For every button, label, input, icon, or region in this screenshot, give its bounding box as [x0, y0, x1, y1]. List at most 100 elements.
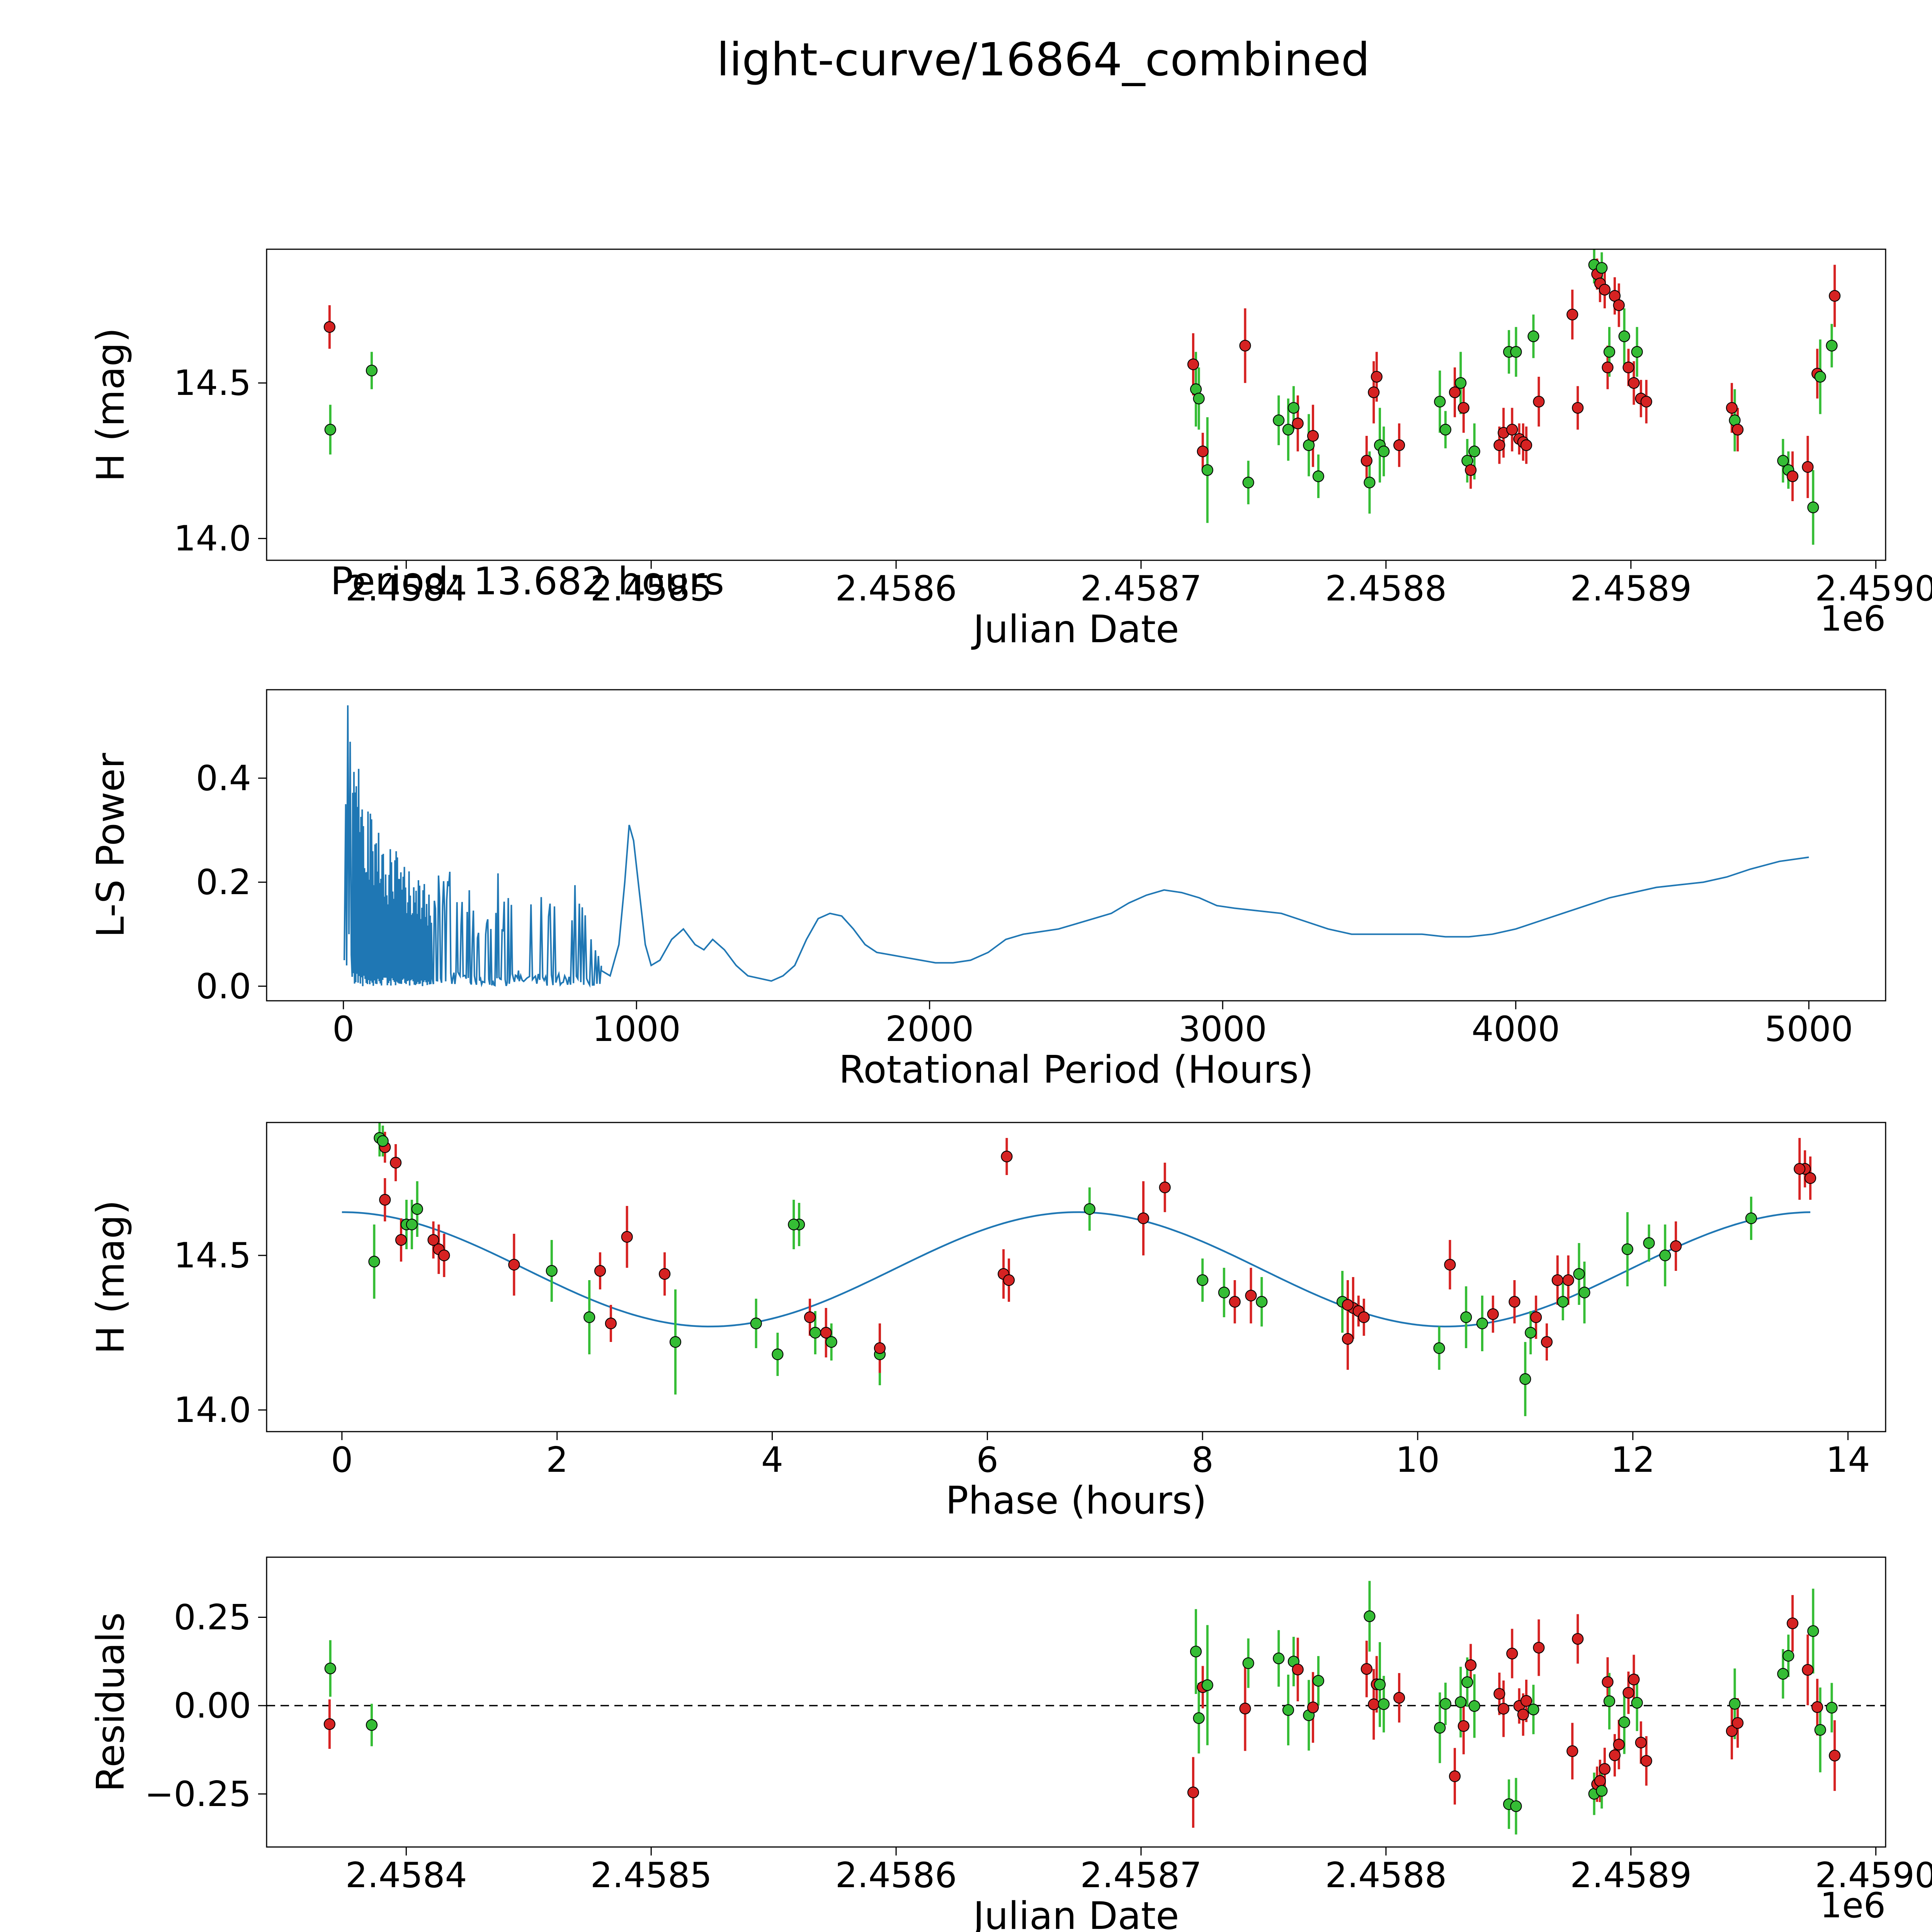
data-point — [508, 1259, 520, 1271]
data-point — [1618, 1716, 1630, 1728]
data-point — [1640, 396, 1652, 408]
data-point — [772, 1348, 784, 1361]
data-point — [1282, 1704, 1294, 1716]
data-point — [1361, 1663, 1372, 1675]
x-axis: 0 1000 2000 3000 4000 5000 — [332, 1001, 1853, 1049]
data-point — [1455, 377, 1467, 389]
data-point — [1468, 446, 1480, 457]
data-point — [1527, 330, 1539, 342]
data-point — [1307, 1701, 1319, 1713]
y-tick-label: 0.25 — [174, 1597, 251, 1638]
data-point — [427, 1234, 439, 1246]
x-tick-label: 2000 — [885, 1009, 974, 1049]
data-point — [669, 1336, 682, 1348]
data-point — [1527, 1704, 1539, 1716]
data-point — [1449, 386, 1461, 398]
data-point — [605, 1317, 617, 1330]
data-point — [874, 1342, 886, 1354]
data-point — [1802, 461, 1814, 473]
data-point — [406, 1218, 418, 1231]
data-point — [1368, 1698, 1380, 1710]
x-tick-label: 2.4588 — [1325, 568, 1447, 609]
data-point — [1566, 1745, 1578, 1757]
data-point — [1282, 423, 1294, 436]
x-tick-label: 2.4587 — [1080, 568, 1202, 609]
data-point — [1256, 1296, 1268, 1308]
data-point — [1519, 1373, 1531, 1385]
data-point — [1551, 1274, 1563, 1286]
y-tick-label: −0.25 — [145, 1774, 251, 1815]
data-point — [323, 1718, 336, 1730]
y-axis-label: Residuals — [89, 1612, 133, 1792]
data-point — [1449, 1770, 1461, 1782]
panel-periodogram: 0 1000 2000 3000 4000 5000 0.0 0.2 0.4 Rotational… — [89, 689, 1886, 1092]
data-point — [1603, 346, 1616, 358]
data-point — [1193, 393, 1205, 405]
data-point — [1465, 1659, 1477, 1671]
x-tick-label: 6 — [976, 1440, 998, 1480]
data-point — [1599, 284, 1611, 296]
data-point — [1292, 1663, 1304, 1675]
data-point — [1640, 1755, 1652, 1767]
data-point — [750, 1317, 762, 1330]
data-point — [658, 1268, 671, 1280]
x-axis-offset-label: 1e6 — [1820, 599, 1886, 639]
y-tick-label: 14.5 — [174, 363, 251, 403]
data-point — [1273, 414, 1285, 426]
data-point — [1292, 417, 1304, 429]
data-point — [1439, 1698, 1452, 1710]
data-point — [1342, 1299, 1354, 1311]
data-point — [1628, 377, 1640, 389]
data-point — [1804, 1172, 1816, 1184]
data-point — [1137, 1212, 1150, 1225]
data-point — [1732, 423, 1744, 436]
data-point — [1613, 1738, 1625, 1750]
data-point — [809, 1327, 821, 1339]
x-tick-label: 12 — [1611, 1440, 1655, 1480]
data-point — [395, 1234, 407, 1246]
data-point — [1239, 1702, 1251, 1714]
panel-border — [266, 689, 1886, 1002]
data-point — [1458, 1720, 1469, 1732]
y-tick-label: 14.0 — [174, 1390, 251, 1430]
data-point — [1530, 1311, 1542, 1323]
data-point — [411, 1203, 423, 1215]
data-point — [1476, 1317, 1488, 1330]
data-point — [1578, 1286, 1590, 1299]
data-point — [1829, 1750, 1841, 1762]
data-point — [1197, 1274, 1209, 1286]
y-axis-label: L-S Power — [89, 753, 133, 938]
data-point — [1187, 1786, 1199, 1798]
data-point — [1807, 502, 1819, 514]
data-point — [1562, 1274, 1574, 1286]
data-point — [1631, 346, 1643, 358]
y-axis: 14.0 14.5 — [174, 363, 267, 559]
data-point — [1242, 476, 1254, 488]
data-point — [1510, 346, 1522, 358]
data-point — [1814, 371, 1826, 383]
x-tick-label: 10 — [1396, 1440, 1440, 1480]
data-point — [1245, 1289, 1257, 1302]
data-point — [1826, 340, 1838, 352]
data-point — [1621, 1243, 1633, 1255]
y-axis: −0.25 0.00 0.25 — [145, 1597, 267, 1815]
data-point — [1509, 1296, 1520, 1308]
data-point — [1239, 340, 1251, 352]
data-point — [1312, 470, 1325, 482]
data-point — [1802, 1664, 1814, 1676]
data-point — [788, 1218, 800, 1231]
data-point — [1659, 1249, 1671, 1262]
data-point — [1670, 1240, 1682, 1252]
data-point — [1573, 1268, 1585, 1280]
data-point — [366, 1719, 378, 1731]
data-point — [1193, 1712, 1205, 1724]
x-axis-label: Julian Date — [971, 1894, 1179, 1932]
y-axis: 14.0 14.5 — [174, 1235, 267, 1430]
data-point — [1596, 262, 1608, 274]
data-point — [1613, 299, 1625, 311]
data-point — [1826, 1702, 1838, 1714]
y-axis-label: H (mag) — [89, 328, 133, 482]
y-tick-label: 0.4 — [196, 758, 251, 799]
data-point — [1374, 1679, 1386, 1690]
